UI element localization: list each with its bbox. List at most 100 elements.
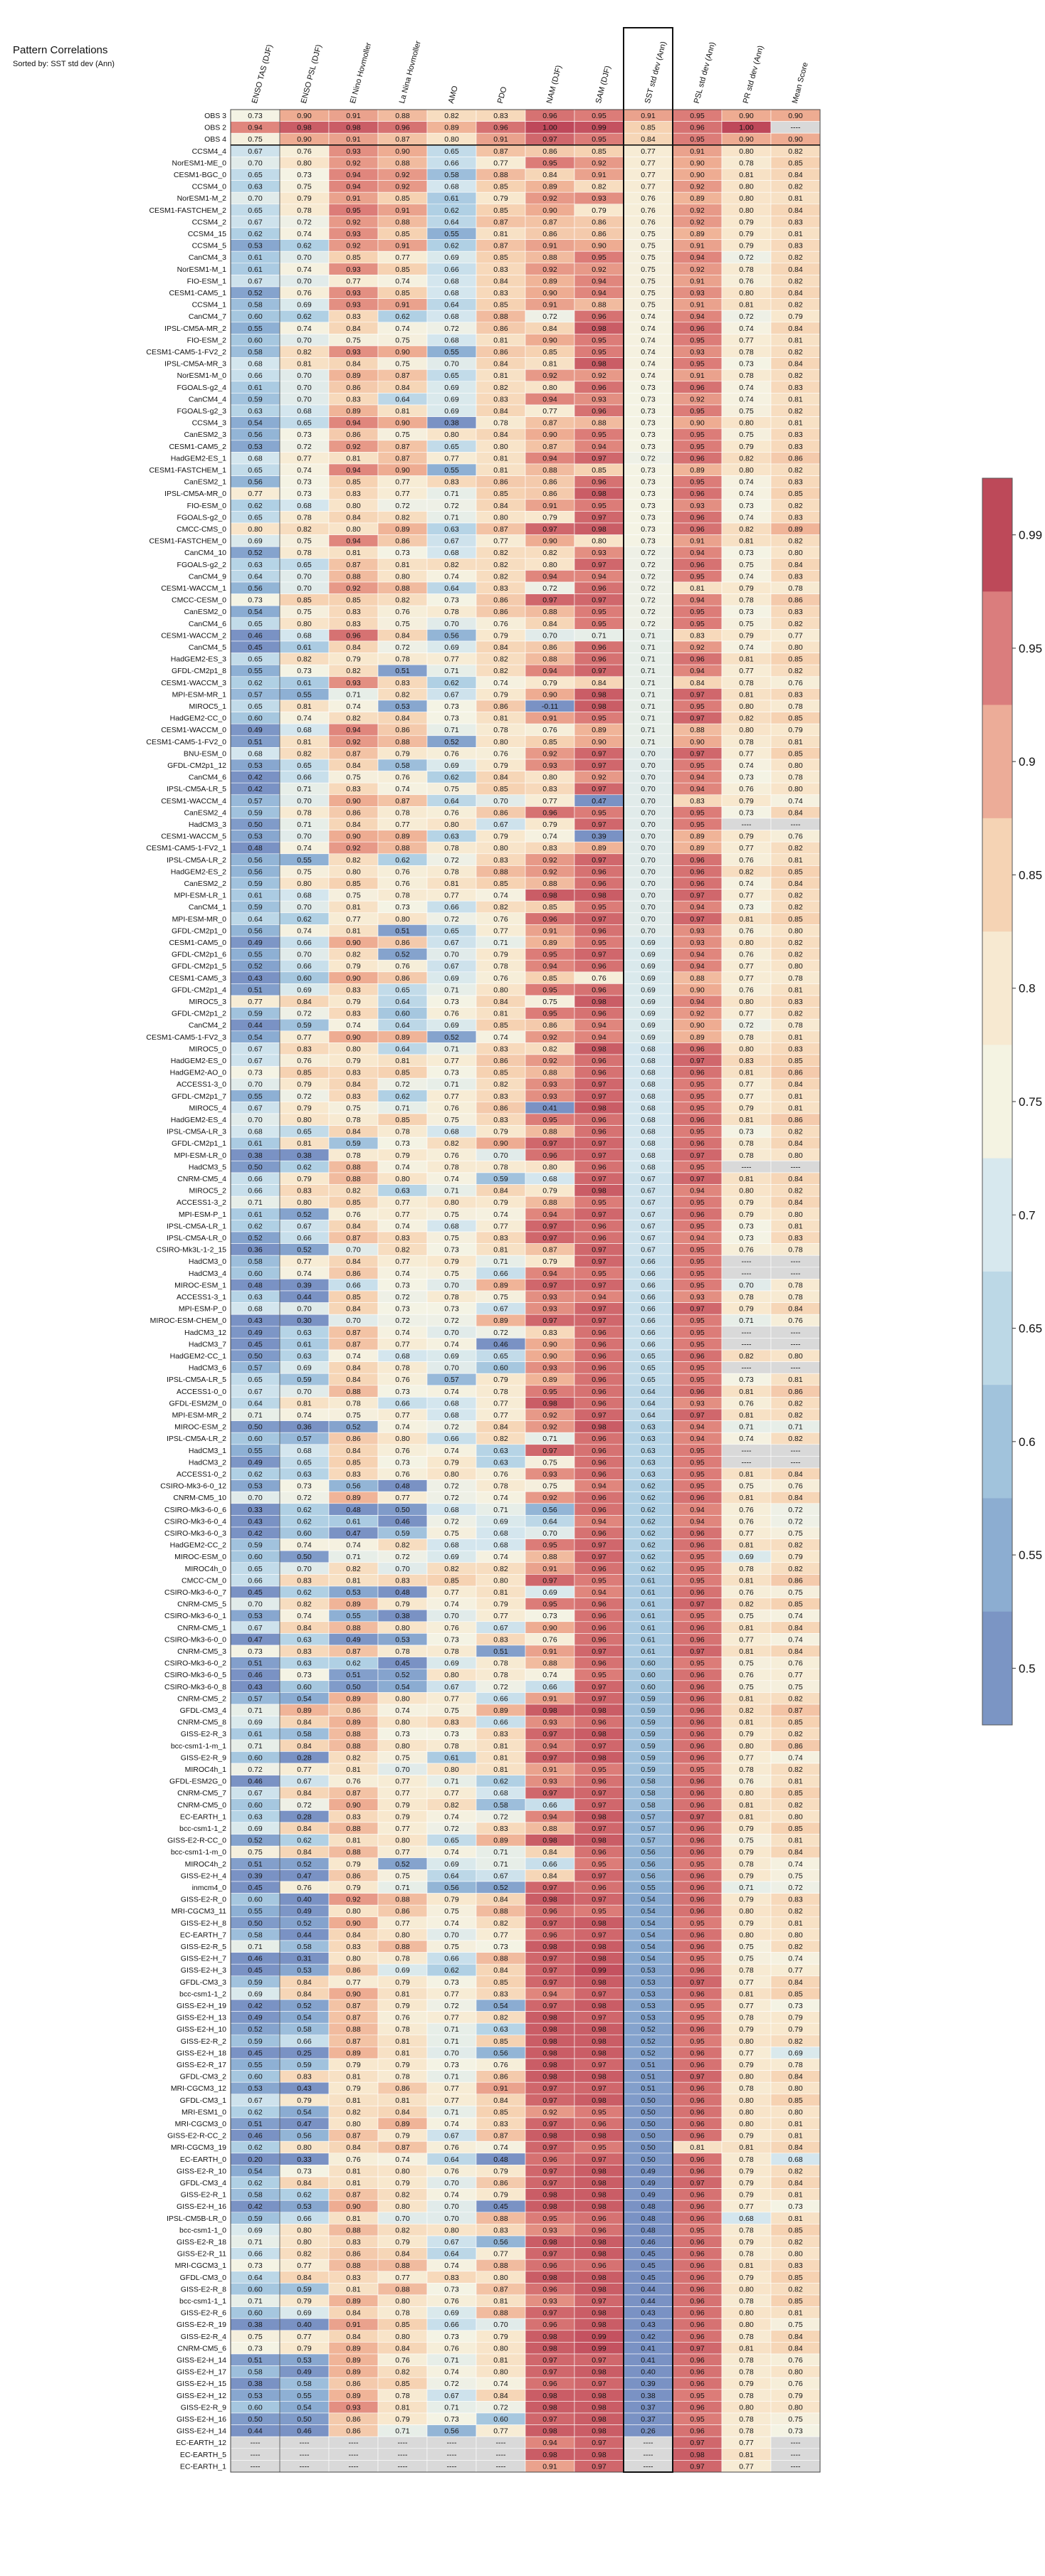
cell-value: 0.79 (739, 1825, 754, 1833)
cell-value: 0.70 (248, 1600, 263, 1609)
cell-value: 0.67 (641, 1234, 656, 1242)
cell-value: 0.75 (739, 1837, 754, 1845)
cell-value: 0.74 (493, 892, 508, 900)
cell-value: 0.64 (395, 1045, 410, 1053)
cell-value: 0.82 (346, 2108, 361, 2116)
cell-value: 0.91 (542, 242, 557, 250)
cell-value: 0.82 (788, 1541, 803, 1550)
cell-value: 0.76 (493, 620, 508, 628)
cell-value: 0.50 (641, 2108, 656, 2116)
cell-value: 0.93 (542, 1719, 557, 1727)
cell-value: 0.67 (248, 147, 263, 156)
cell-value: 0.73 (542, 1612, 557, 1620)
cell-value: 0.74 (641, 312, 656, 321)
cell-value: 0.73 (444, 596, 459, 605)
cell-value: 0.84 (346, 1305, 361, 1314)
cell-value: 0.68 (444, 277, 459, 285)
cell-value: 0.78 (346, 1151, 361, 1160)
cell-value: 0.70 (395, 1765, 410, 1774)
cell-value: 0.75 (542, 1458, 557, 1467)
cell-value: 0.75 (346, 1104, 361, 1112)
cell-value: 0.73 (788, 2202, 803, 2211)
cell-value: 0.47 (248, 1635, 263, 1644)
cell-value: 0.70 (444, 1612, 459, 1620)
cell-value: 0.83 (788, 1234, 803, 1242)
cell-value: 0.70 (297, 384, 312, 392)
cell-value: 0.97 (690, 2344, 705, 2353)
cell-value: 0.83 (690, 631, 705, 640)
cell-value: 0.82 (297, 1600, 312, 1609)
cell-value: 0.81 (493, 1246, 508, 1255)
column-header: SST std dev (Ann) (644, 41, 668, 105)
cell-value: 0.96 (690, 2049, 705, 2057)
cell-value: 0.59 (493, 1175, 508, 1183)
cell-value: 0.77 (297, 2261, 312, 2270)
cell-value: 0.41 (542, 1104, 557, 1112)
cell-value: 0.85 (346, 880, 361, 888)
cell-value: 0.94 (346, 171, 361, 179)
cell-value: 0.98 (542, 892, 557, 900)
cell-value: ---- (251, 2462, 261, 2471)
cell-value: 0.74 (542, 833, 557, 841)
cell-value: 0.81 (739, 915, 754, 924)
cell-value: 0.89 (493, 1316, 508, 1325)
cell-value: 0.74 (444, 1812, 459, 1821)
cell-value: 0.80 (788, 761, 803, 770)
cell-value: 0.81 (788, 230, 803, 238)
cell-value: 0.38 (395, 1612, 410, 1620)
cell-value: 0.89 (395, 525, 410, 534)
cell-value: 0.84 (493, 1966, 508, 1975)
cell-value: 0.73 (444, 2333, 459, 2341)
cell-value: 0.95 (690, 1364, 705, 1373)
cell-value: 0.97 (542, 2167, 557, 2175)
cell-value: 0.78 (493, 1482, 508, 1491)
cell-value: 0.49 (248, 1458, 263, 1467)
cell-value: 0.97 (592, 2439, 606, 2447)
cell-value: 0.94 (690, 785, 705, 793)
cell-value: 0.67 (493, 820, 508, 829)
cell-value: 0.96 (592, 986, 606, 994)
row-label: CanESM2_4 (184, 808, 226, 817)
cell-value: 0.83 (346, 1069, 361, 1077)
cell-value: 0.81 (690, 2143, 705, 2152)
cell-value: 0.94 (592, 1021, 606, 1030)
cell-value: 0.69 (248, 1719, 263, 1727)
cell-value: 0.80 (739, 2037, 754, 2046)
cell-value: 0.62 (248, 679, 263, 687)
cell-value: 0.84 (493, 502, 508, 510)
row-label: CESM1-WACCM_3 (161, 679, 226, 687)
cell-value: 0.94 (690, 774, 705, 782)
cell-value: 0.90 (395, 466, 410, 475)
cell-value: 0.67 (444, 939, 459, 947)
cell-value: 0.72 (641, 596, 656, 605)
cell-value: 0.93 (592, 395, 606, 403)
cell-value: 0.96 (690, 2025, 705, 2034)
cell-value: 0.81 (788, 2309, 803, 2318)
cell-value: 0.94 (542, 454, 557, 463)
cell-value: 0.82 (297, 525, 312, 534)
cell-value: 0.70 (641, 892, 656, 900)
row-label: GISS-E2-H_15 (177, 2380, 226, 2388)
cell-value: 0.96 (592, 1340, 606, 1348)
cell-value: 0.82 (788, 903, 803, 912)
cell-value: 0.84 (788, 1978, 803, 1987)
cell-value: 0.93 (690, 348, 705, 357)
cell-value: 0.93 (542, 2226, 557, 2234)
cell-value: 0.86 (493, 2179, 508, 2187)
cell-value: 0.61 (641, 1600, 656, 1609)
cell-value: 0.76 (395, 1470, 410, 1479)
cell-value: 0.81 (395, 2096, 410, 2105)
cell-value: 0.83 (739, 1057, 754, 1065)
row-label: GFDL-CM3_2 (180, 2073, 227, 2081)
cell-value: 0.71 (641, 643, 656, 652)
cell-value: 0.74 (297, 324, 312, 333)
cell-value: 0.86 (493, 702, 508, 711)
row-label: FGOALS-g2_2 (177, 561, 227, 569)
cell-value: 0.87 (395, 443, 410, 451)
cell-value: 0.73 (641, 419, 656, 428)
cell-value: 0.85 (493, 206, 508, 215)
row-label: GFDL-CM3_0 (180, 2274, 227, 2282)
cell-value: 0.73 (641, 513, 656, 522)
cell-value: 0.84 (297, 1990, 312, 1998)
cell-value: 0.72 (493, 1329, 508, 1337)
